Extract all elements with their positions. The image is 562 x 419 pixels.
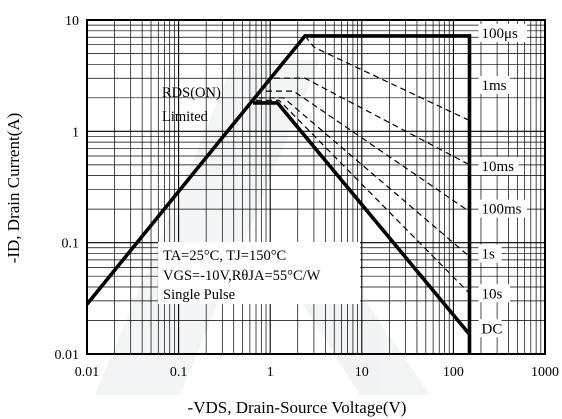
label-bg-100ms [478, 199, 528, 218]
series-1ms [304, 35, 470, 122]
series-100-s [85, 34, 472, 354]
series-dc [253, 101, 471, 336]
label-10s: 10s [482, 286, 503, 302]
x-tick-label: 0.1 [170, 365, 188, 380]
label-bg-100-s [478, 23, 528, 42]
y-tick-label: 0.01 [55, 348, 80, 363]
series-10ms [274, 77, 470, 166]
y-axis-title: -ID, Drain Current(A) [4, 113, 23, 264]
conditions-background [158, 242, 360, 304]
label-100-s: 100μs [482, 26, 519, 42]
curve-labels: 100μs 1ms 10ms 100ms 1s 10s DC [478, 23, 528, 338]
y-tick-label: 0.1 [62, 237, 80, 252]
conditions-box: TA=25°C, TJ=150°C VGS=-10V,RθJA=55°C/W S… [158, 242, 360, 304]
y-tick-label: 1 [72, 125, 79, 140]
conditions-line-3: Single Pulse [163, 287, 235, 303]
conditions-line-2: VGS=-10V,RθJA=55°C/W [163, 268, 321, 284]
x-tick-label: 1000 [531, 365, 559, 380]
label-10ms: 10ms [482, 159, 515, 175]
x-tick-label: 100 [443, 365, 464, 380]
y-tick-label: 10 [65, 14, 79, 29]
x-tick-label: 1 [267, 365, 274, 380]
label-bg-1ms [478, 76, 511, 95]
conditions-line-1: TA=25°C, TJ=150°C [163, 248, 286, 264]
series-1s [258, 97, 470, 258]
series-10s [256, 99, 470, 294]
label-bg-1s [478, 244, 502, 263]
x-tick-label: 10 [355, 365, 369, 380]
label-bg-dc [478, 319, 502, 338]
rds-on-label: RDS(ON) Limited [162, 85, 221, 125]
x-tick-label: 0.01 [75, 365, 100, 380]
rds-on-label-line-1: RDS(ON) [162, 85, 221, 101]
series-layer [85, 34, 472, 354]
plot-frame [86, 19, 546, 355]
label-1s: 1s [482, 247, 496, 263]
tick-labels: 0.01 0.1 1 10 100 1000 0.01 0.1 1 10 [55, 14, 560, 380]
label-bg-10ms [478, 156, 519, 175]
label-bg-10s [478, 284, 511, 303]
rds-on-label-line-2: Limited [162, 109, 209, 125]
label-1ms: 1ms [482, 78, 507, 94]
label-dc: DC [482, 321, 503, 337]
label-100ms: 100ms [482, 202, 522, 218]
x-axis-title: -VDS, Drain-Source Voltage(V) [188, 398, 407, 417]
